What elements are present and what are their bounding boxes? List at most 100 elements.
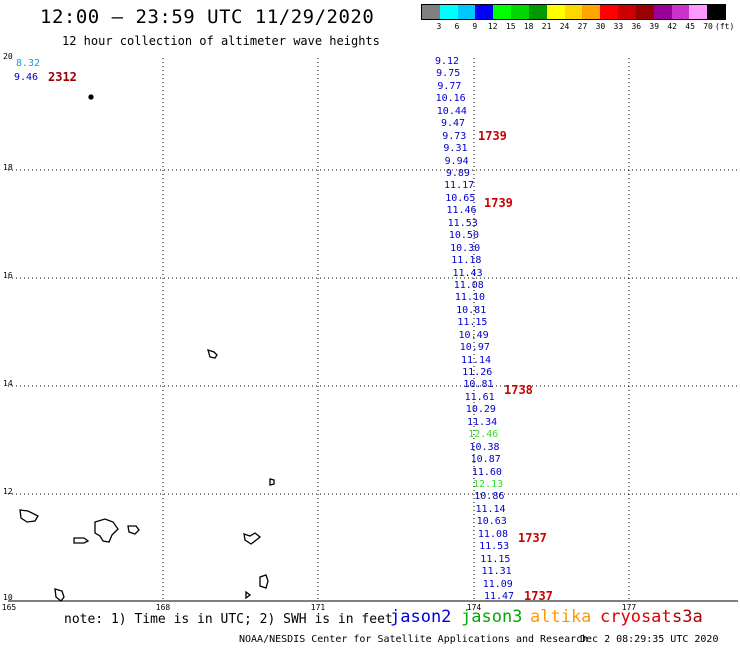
footer-timestamp: Dec 2 08:29:35 UTC 2020 (580, 634, 719, 645)
longitude-tick-label: 168 (155, 603, 171, 612)
colorbar-swatch (457, 5, 476, 19)
wave-height-value: 11.08 (453, 279, 484, 291)
island (94, 518, 119, 543)
colorbar-tick-label: 9 (472, 22, 478, 31)
wave-height-value: 11.10 (454, 292, 486, 304)
footer-credit: NOAA/NESDIS Center for Satellite Applica… (239, 634, 589, 645)
wave-height-value: 9.89 (445, 167, 470, 179)
wave-height-value: 11.43 (452, 267, 483, 279)
island (207, 348, 218, 359)
wave-height-value: 11.15 (480, 553, 511, 565)
colorbar-tick-label: 12 (487, 22, 498, 31)
wave-height-value: 10.81 (456, 304, 487, 316)
wave-height-value: 10.16 (435, 93, 466, 105)
colorbar-tick-label: 30 (595, 22, 606, 31)
wave-height-value: 11.18 (451, 255, 482, 267)
island (73, 537, 90, 544)
wave-height-value: 9.73 (442, 130, 467, 142)
map-subtitle: 12 hour collection of altimeter wave hei… (62, 34, 380, 48)
wave-height-value: 11.08 (477, 528, 509, 540)
wave-height-value: 11.26 (462, 367, 493, 379)
island-small (88, 94, 94, 100)
wave-height-value: 11.53 (479, 541, 510, 553)
wave-height-value: 10.30 (450, 242, 481, 254)
wave-height-value: 9.12 (434, 56, 460, 67)
colorbar-swatch (422, 5, 440, 19)
wave-height-value: 11.09 (482, 578, 513, 590)
colorbar-tick-label: 70 (703, 22, 713, 31)
longitude-tick-label: 174 (466, 603, 482, 612)
colorbar-tick-label: 33 (613, 22, 624, 31)
wave-height-value: 10.86 (474, 491, 505, 503)
wave-height-value: 10.81 (463, 379, 494, 391)
wave-height-value: 9.77 (437, 80, 462, 92)
track-time-label: 1738 (504, 383, 533, 397)
wave-height-value: 11.14 (460, 354, 492, 366)
track-time-label: 1739 (484, 196, 513, 210)
track-time-label: 1737 (518, 531, 547, 545)
grid-lines (8, 58, 738, 601)
track-time-label: 1739 (478, 129, 507, 143)
wave-height-value: 10.44 (436, 105, 467, 117)
colorbar-swatch (546, 5, 565, 19)
satellite-legend-cryosat: cryosat (600, 607, 672, 627)
colorbar-swatch (439, 5, 458, 19)
colorbar-swatch (582, 5, 601, 19)
colorbar-tick-label: 36 (631, 22, 642, 31)
wave-height-value: 10.97 (459, 342, 490, 354)
wave-height-value: 10.63 (476, 516, 507, 528)
wave-height-value: 9.47 (440, 118, 466, 130)
wave-height-value: 11.53 (447, 217, 478, 229)
wave-height-value: 9.94 (444, 155, 469, 167)
colorbar-swatch (618, 5, 636, 19)
satellite-legend-s3a: s3a (672, 607, 703, 627)
colorbar-tick-label: 45 (685, 22, 695, 31)
colorbar-tick-label: 42 (667, 22, 677, 31)
latitude-tick-label: 12 (3, 487, 13, 496)
wave-height-value: 12.13 (473, 479, 504, 491)
colorbar-swatch (707, 5, 726, 19)
colorbar-tick-label: 3 (436, 22, 442, 31)
map-title: 12:00 – 23:59 UTC 11/29/2020 (40, 6, 375, 28)
longitude-tick-label: 165 (1, 603, 17, 612)
colorbar-swatch (511, 5, 529, 19)
longitude-tick-label: 177 (621, 603, 637, 612)
colorbar-swatch (671, 5, 690, 19)
colorbar-swatch (689, 5, 708, 19)
wave-height-value: 11.46 (446, 205, 477, 217)
colorbar-swatch (600, 5, 619, 19)
latitude-tick-label: 10 (3, 593, 13, 602)
wave-height-colorbar (421, 4, 726, 20)
colorbar-swatch (493, 5, 512, 19)
satellite-legend-jason3: jason3 (461, 607, 523, 627)
colorbar-tick-label: 39 (649, 22, 660, 31)
wave-height-value: 10.38 (469, 441, 500, 453)
colorbar-unit: (ft) (715, 22, 735, 31)
wave-height-value: 10.65 (445, 192, 476, 204)
wave-height-value: 11.15 (457, 317, 488, 329)
colorbar-swatch (635, 5, 654, 19)
wave-height-value: 11.31 (481, 566, 512, 578)
wave-height-value: 11.61 (464, 391, 495, 403)
corner-value-cyan: 8.32 (15, 58, 41, 69)
latitude-tick-label: 18 (3, 163, 13, 172)
colorbar-tick-label: 15 (505, 22, 516, 31)
colorbar-tick-label: 27 (577, 22, 588, 31)
wave-height-value: 11.14 (475, 503, 506, 515)
island (54, 588, 65, 602)
island (127, 525, 140, 535)
latitude-tick-label: 20 (3, 52, 13, 61)
wave-height-value: 11.34 (467, 416, 498, 428)
wave-height-value: 10.87 (470, 454, 501, 466)
corner-value-blue: 9.46 (13, 72, 39, 83)
wave-height-value: 12.46 (468, 429, 499, 441)
longitude-tick-label: 171 (310, 603, 326, 612)
colorbar-tick-label: 21 (541, 22, 552, 31)
island (269, 478, 275, 486)
wave-height-value: 11.17 (444, 180, 475, 192)
latitude-tick-label: 14 (3, 379, 13, 388)
satellite-legend-altika: altika (530, 607, 592, 627)
island-outlines (19, 94, 275, 602)
wave-height-value: 10.50 (448, 230, 479, 242)
